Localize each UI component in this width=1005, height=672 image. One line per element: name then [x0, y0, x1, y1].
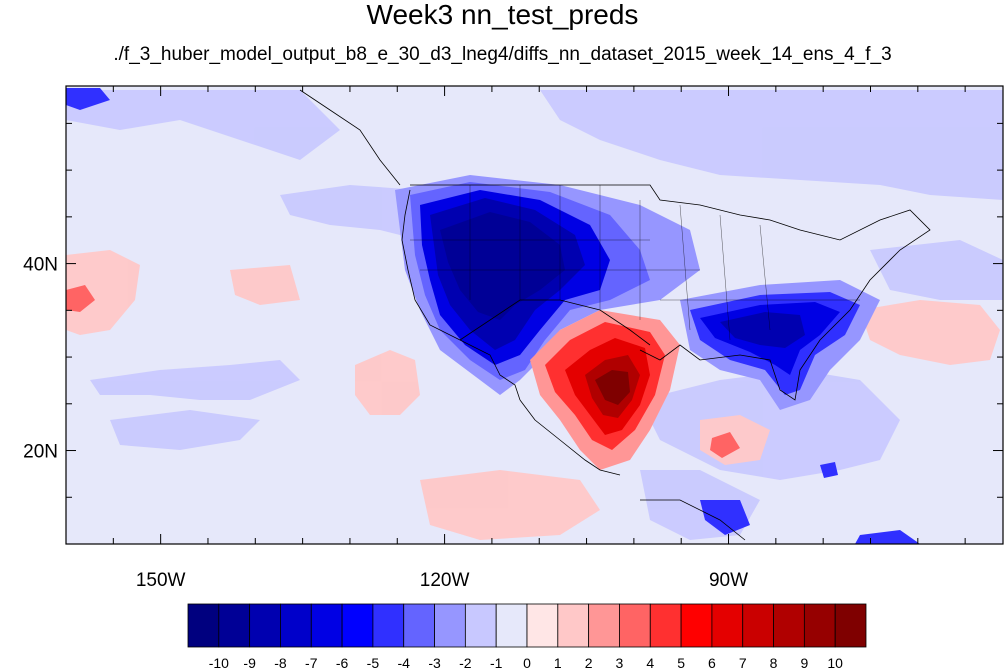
latitude-ticks: 40N 20N — [23, 122, 1003, 498]
colorbar-swatch — [218, 603, 251, 648]
colorbar-swatch — [187, 603, 220, 648]
colorbar-label: -4 — [398, 655, 411, 671]
colorbar-label: 2 — [585, 655, 593, 671]
lon-tick-label: 90W — [709, 570, 748, 591]
colorbar-swatch — [588, 603, 620, 648]
plot-title: Week3 nn_test_preds — [366, 0, 639, 30]
colorbar-swatch — [773, 603, 805, 648]
colorbar-swatch — [249, 603, 281, 648]
colorbar-label: -5 — [367, 655, 380, 671]
colorbar-swatch — [834, 603, 867, 648]
colorbar-swatch — [711, 603, 744, 648]
longitude-ticks: 150W 120W 90W — [112, 86, 966, 591]
colorbar-swatch — [803, 603, 836, 648]
colorbar-label: 1 — [554, 655, 562, 671]
colorbar-label: -6 — [336, 655, 349, 671]
colorbar-label: -10 — [209, 655, 229, 671]
colorbar-label: 4 — [646, 655, 654, 671]
colorbar-label: -9 — [243, 655, 256, 671]
colorbar-swatch — [495, 603, 528, 648]
colorbar-label: -2 — [459, 655, 472, 671]
colorbar-swatch — [680, 603, 713, 648]
plot-subtitle: ./f_3_huber_model_output_b8_e_30_d3_lneg… — [113, 44, 892, 65]
colorbar-label: 7 — [739, 655, 747, 671]
colorbar-swatch — [649, 603, 682, 648]
colorbar-label: 6 — [708, 655, 716, 671]
colorbar-label: -3 — [428, 655, 441, 671]
lat-tick-label: 20N — [23, 442, 58, 463]
colorbar-swatch — [434, 603, 466, 648]
lon-tick-label: 120W — [420, 570, 470, 591]
colorbar-swatch — [526, 603, 559, 648]
colorbar-swatch — [403, 603, 435, 648]
colorbar-label: 5 — [677, 655, 685, 671]
colorbar-swatch — [557, 603, 590, 648]
colorbar-label: -8 — [274, 655, 287, 671]
colorbar-swatch — [742, 603, 774, 648]
colorbar-label: -7 — [305, 655, 318, 671]
colorbar-label: 3 — [616, 655, 624, 671]
colorbar-swatch — [464, 603, 497, 648]
lat-tick-label: 40N — [23, 255, 58, 276]
colorbar-swatch — [619, 603, 651, 648]
colorbar-swatch — [341, 603, 374, 648]
colorbar-label: 9 — [800, 655, 808, 671]
colorbar: -10 -9 -8 -7 -6 -5 -4 -3 -2 -1 0 1 2 3 4 5 6 7 8 9 10 — [187, 603, 867, 671]
colorbar-swatch — [372, 603, 405, 648]
colorbar-label: 0 — [523, 655, 531, 671]
colorbar-label: 10 — [827, 655, 843, 671]
colorbar-swatch — [280, 603, 312, 648]
lon-tick-label: 150W — [136, 570, 186, 591]
colorbar-label: 8 — [770, 655, 778, 671]
map-frame — [65, 85, 1004, 545]
colorbar-swatch — [310, 603, 343, 648]
colorbar-label: -1 — [490, 655, 503, 671]
anomaly-field — [66, 86, 1003, 544]
